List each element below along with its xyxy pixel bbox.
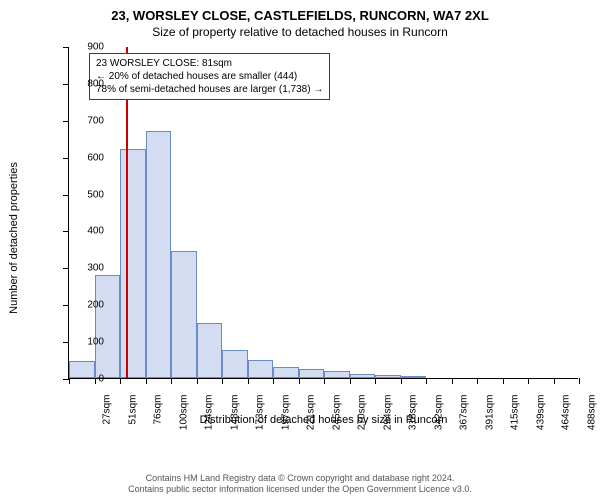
x-tick [120,378,121,384]
x-tick [324,378,325,384]
y-tick [63,305,69,306]
x-tick-label: 488sqm [586,395,597,435]
histogram-bar [375,375,401,378]
histogram-bar [197,323,223,378]
histogram-bar [146,131,172,378]
plot-area: 23 WORSLEY CLOSE: 81sqm ← 20% of detache… [68,47,578,379]
x-tick [554,378,555,384]
histogram-bar [350,374,376,378]
y-tick-label: 200 [74,300,104,311]
x-tick [401,378,402,384]
histogram-bar [401,376,427,378]
y-tick [63,342,69,343]
x-tick [248,378,249,384]
histogram-bar [273,367,299,378]
y-tick-label: 100 [74,337,104,348]
y-tick-label: 300 [74,263,104,274]
histogram-bar [120,149,146,378]
x-tick [197,378,198,384]
y-tick [63,158,69,159]
x-tick [350,378,351,384]
histogram-bar [299,369,325,378]
x-axis-label: Distribution of detached houses by size … [69,414,578,426]
histogram-bar [222,350,248,378]
title-main: 23, WORSLEY CLOSE, CASTLEFIELDS, RUNCORN… [10,8,590,23]
chart-container: 23, WORSLEY CLOSE, CASTLEFIELDS, RUNCORN… [0,0,600,500]
title-sub: Size of property relative to detached ho… [10,25,590,39]
x-tick [528,378,529,384]
y-tick [63,121,69,122]
annotation-box: 23 WORSLEY CLOSE: 81sqm ← 20% of detache… [89,53,330,100]
x-tick [452,378,453,384]
x-tick [171,378,172,384]
footer-line1: Contains HM Land Registry data © Crown c… [0,473,600,485]
x-tick [69,378,70,384]
histogram-bar [324,371,350,378]
x-tick [146,378,147,384]
y-tick [63,84,69,85]
y-tick-label: 800 [74,78,104,89]
footer-line2: Contains public sector information licen… [0,484,600,496]
annotation-line1: 23 WORSLEY CLOSE: 81sqm [96,57,323,70]
annotation-line3: 78% of semi-detached houses are larger (… [96,83,323,96]
x-tick [273,378,274,384]
y-tick-label: 0 [74,374,104,385]
footer: Contains HM Land Registry data © Crown c… [0,473,600,496]
y-axis-label: Number of detached properties [8,162,20,314]
y-tick [63,268,69,269]
histogram-bar [95,275,121,378]
y-tick-label: 600 [74,152,104,163]
x-tick [503,378,504,384]
x-tick [426,378,427,384]
histogram-bar [171,251,197,378]
y-tick [63,231,69,232]
x-tick [477,378,478,384]
x-tick [222,378,223,384]
y-tick-label: 400 [74,226,104,237]
y-tick-label: 700 [74,115,104,126]
x-tick [299,378,300,384]
y-tick [63,47,69,48]
annotation-line2: ← 20% of detached houses are smaller (44… [96,70,323,83]
histogram-bar [248,360,274,378]
x-tick [579,378,580,384]
x-tick [375,378,376,384]
y-tick-label: 900 [74,42,104,53]
x-tick [95,378,96,384]
y-tick-label: 500 [74,189,104,200]
chart-outer: Number of detached properties 23 WORSLEY… [28,47,588,429]
y-tick [63,195,69,196]
